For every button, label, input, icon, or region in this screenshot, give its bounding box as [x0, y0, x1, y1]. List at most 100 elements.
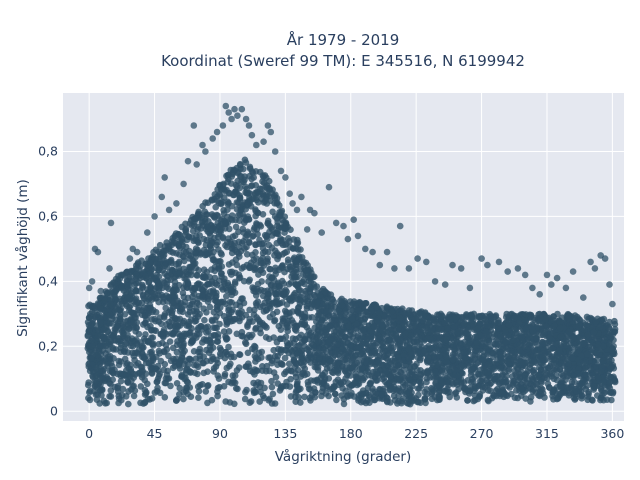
data-point	[490, 313, 498, 321]
data-point	[500, 393, 508, 401]
data-point	[221, 187, 229, 195]
data-point	[593, 357, 600, 364]
data-point	[273, 239, 281, 247]
data-point	[258, 195, 266, 203]
data-point	[168, 300, 176, 308]
data-point	[518, 358, 526, 366]
data-point	[252, 358, 259, 365]
data-point	[124, 379, 132, 387]
data-point	[199, 339, 206, 346]
data-point	[469, 366, 476, 373]
data-point	[270, 369, 278, 376]
data-point	[575, 323, 582, 331]
data-point	[115, 361, 123, 369]
data-point	[241, 395, 249, 403]
data-point	[511, 361, 519, 369]
data-point	[186, 355, 194, 363]
data-point	[535, 371, 542, 379]
data-point	[236, 317, 243, 325]
data-point	[266, 265, 273, 273]
data-point	[312, 389, 319, 396]
data-point	[210, 324, 217, 332]
data-point	[195, 267, 202, 274]
data-point	[179, 349, 187, 357]
data-point	[570, 394, 578, 402]
data-point	[436, 351, 443, 359]
data-point	[316, 355, 323, 362]
data-point	[443, 330, 450, 338]
data-point	[97, 305, 104, 312]
data-point	[446, 316, 454, 323]
data-point	[386, 385, 394, 393]
data-point	[331, 390, 339, 398]
data-point	[538, 385, 545, 392]
data-point	[190, 348, 198, 355]
data-point	[225, 343, 232, 351]
data-point	[210, 256, 218, 263]
data-point	[571, 341, 579, 349]
data-point	[218, 270, 225, 277]
data-point	[279, 361, 286, 368]
data-point	[206, 242, 214, 250]
data-point	[286, 295, 293, 303]
data-point	[241, 214, 248, 221]
data-point	[313, 283, 321, 290]
data-point	[423, 375, 431, 382]
data-point	[335, 336, 342, 343]
data-point	[279, 335, 287, 343]
data-point	[382, 354, 390, 362]
data-point	[274, 279, 282, 287]
data-point	[487, 387, 494, 395]
data-point	[330, 384, 337, 392]
data-point	[200, 305, 207, 313]
data-point	[548, 355, 555, 363]
data-point	[209, 353, 216, 361]
data-point	[195, 292, 203, 300]
data-point	[148, 296, 156, 303]
data-point	[362, 300, 370, 307]
data-point	[155, 340, 163, 348]
data-point	[579, 341, 587, 348]
data-point	[275, 345, 282, 353]
data-point	[235, 271, 243, 279]
data-point	[378, 391, 385, 398]
data-point	[134, 259, 142, 266]
data-point	[185, 318, 193, 326]
data-point	[232, 256, 240, 263]
data-point	[148, 340, 156, 348]
data-point	[304, 354, 312, 361]
data-point	[162, 375, 170, 382]
data-point	[268, 226, 276, 233]
data-point	[467, 371, 475, 379]
data-point	[480, 348, 487, 355]
data-point	[94, 300, 102, 307]
data-point	[485, 338, 493, 345]
data-point	[246, 315, 253, 323]
data-point	[233, 205, 241, 213]
data-point	[480, 356, 487, 364]
data-point	[581, 371, 589, 378]
data-point	[84, 381, 92, 389]
data-point	[598, 387, 606, 395]
data-point	[583, 382, 591, 390]
data-point	[141, 391, 149, 398]
data-point	[141, 304, 148, 311]
data-point	[274, 352, 282, 360]
data-point	[251, 388, 259, 395]
data-point	[252, 325, 259, 333]
data-point	[206, 303, 214, 311]
data-point	[233, 248, 240, 256]
data-point	[460, 349, 468, 356]
data-point	[187, 369, 194, 376]
data-point	[382, 368, 390, 375]
data-point	[121, 348, 128, 356]
data-point	[363, 336, 371, 343]
data-point	[542, 339, 549, 347]
data-point	[489, 350, 497, 357]
data-point	[181, 275, 188, 282]
data-point	[233, 261, 241, 269]
data-point	[138, 374, 146, 381]
data-point	[271, 317, 278, 325]
data-point	[144, 380, 151, 388]
data-point	[135, 265, 142, 273]
